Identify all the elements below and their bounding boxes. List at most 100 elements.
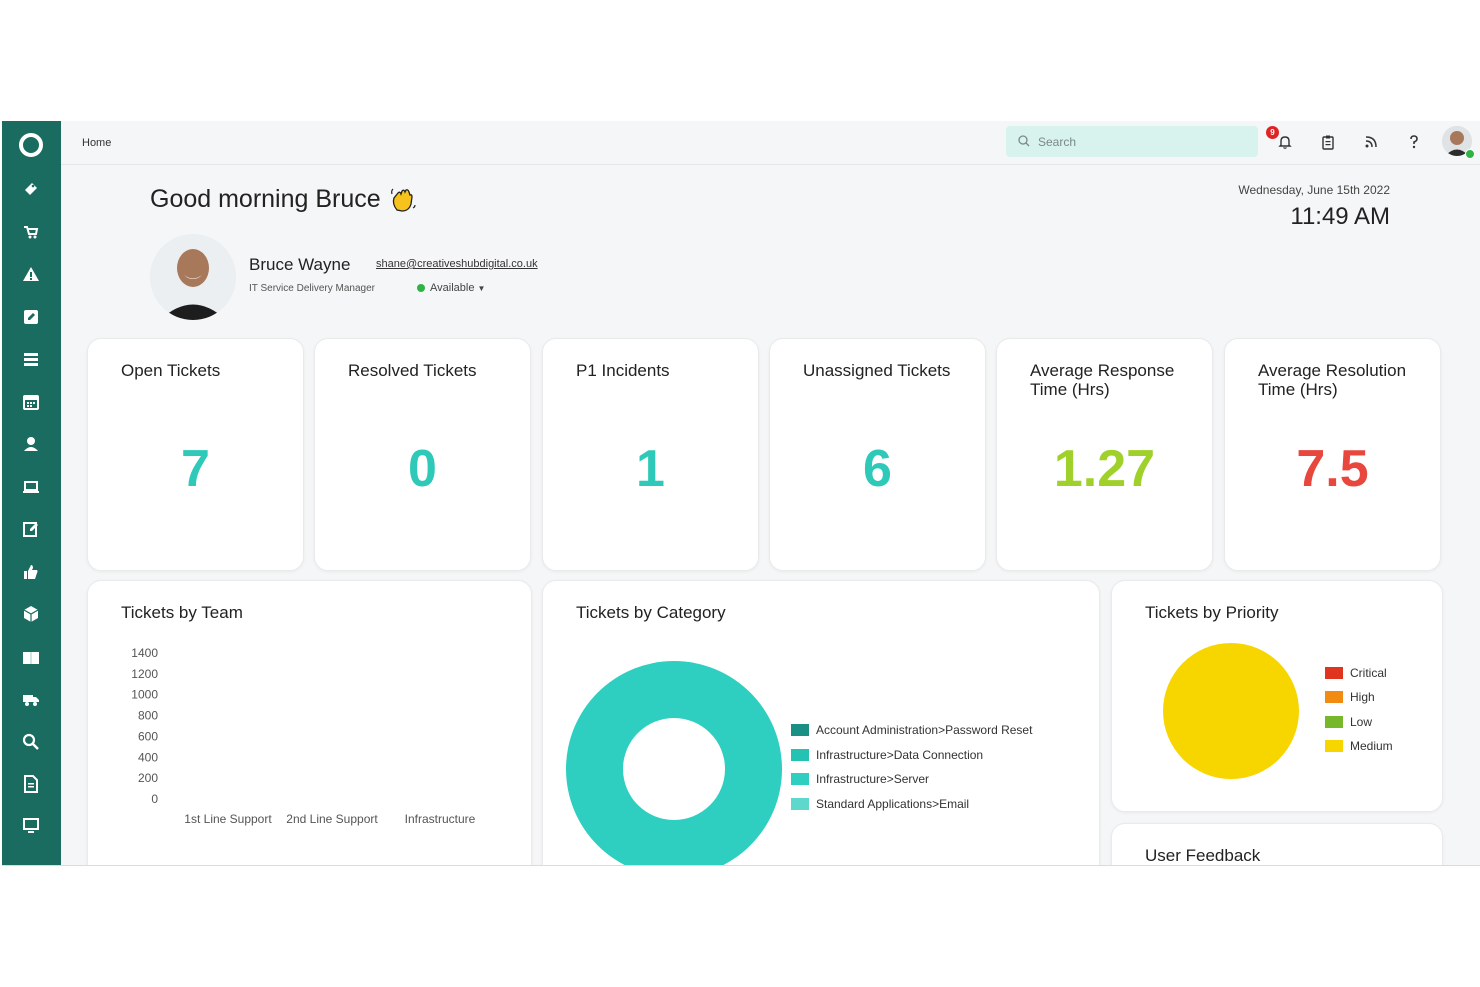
sidebar-item-calendar[interactable] bbox=[16, 389, 46, 415]
stat-value: 1 bbox=[636, 440, 665, 498]
y-tick-label: 600 bbox=[138, 729, 158, 743]
rss-icon bbox=[1365, 136, 1377, 148]
logo-icon[interactable] bbox=[19, 133, 43, 157]
panel-title: User Feedback bbox=[1145, 846, 1261, 865]
legend-item[interactable]: High bbox=[1325, 690, 1375, 704]
y-tick-label: 400 bbox=[138, 750, 158, 764]
legend-item[interactable]: Medium bbox=[1325, 739, 1393, 753]
waving-hand-icon bbox=[390, 188, 416, 212]
stat-value: 7 bbox=[181, 440, 210, 498]
stat-card-avg-response-time[interactable]: Average Response Time (Hrs) 1.27 bbox=[996, 338, 1213, 571]
profile-avatar[interactable] bbox=[150, 234, 236, 320]
bell-icon bbox=[1278, 136, 1292, 149]
legend-label: Critical bbox=[1350, 666, 1387, 680]
sidebar-item-reports[interactable] bbox=[16, 771, 46, 797]
current-time: 11:49 AM bbox=[1290, 203, 1390, 230]
search-icon bbox=[22, 733, 39, 750]
warning-icon bbox=[23, 267, 39, 281]
y-tick-label: 800 bbox=[138, 709, 158, 723]
header-avatar[interactable] bbox=[1442, 126, 1472, 156]
user-icon bbox=[24, 437, 38, 451]
sidebar-item-feedback[interactable] bbox=[16, 559, 46, 585]
stat-card-p1-incidents[interactable]: P1 Incidents 1 bbox=[542, 338, 759, 571]
sidebar-item-lists[interactable] bbox=[16, 346, 46, 372]
sidebar-item-cart[interactable] bbox=[16, 219, 46, 245]
availability-dropdown[interactable]: Available ▼ bbox=[417, 282, 485, 294]
sidebar-item-problems[interactable] bbox=[16, 261, 46, 287]
legend-item[interactable]: Infrastructure>Server bbox=[791, 772, 929, 786]
calendar-icon bbox=[23, 395, 39, 410]
breadcrumb[interactable]: Home bbox=[82, 137, 112, 149]
donut-hole bbox=[623, 718, 725, 820]
stat-card-avg-resolution-time[interactable]: Average Resolution Time (Hrs) 7.5 bbox=[1224, 338, 1441, 571]
legend-swatch bbox=[1325, 715, 1343, 728]
legend-swatch bbox=[1325, 667, 1343, 679]
sidebar-item-knowledge[interactable] bbox=[16, 644, 46, 670]
sidebar-item-suppliers[interactable] bbox=[16, 686, 46, 712]
package-icon bbox=[23, 606, 39, 622]
legend-item[interactable]: Critical bbox=[1325, 666, 1387, 680]
search-icon bbox=[1018, 135, 1030, 147]
stat-title: Average Response Time (Hrs) bbox=[1030, 361, 1175, 399]
x-tick-label: 2nd Line Support bbox=[286, 812, 378, 826]
panel-tickets-by-category: Tickets by Category Account Administrati… bbox=[542, 580, 1100, 865]
truck-icon bbox=[23, 695, 39, 706]
stat-value: 6 bbox=[863, 440, 892, 498]
stat-title: Resolved Tickets bbox=[348, 361, 477, 380]
search-box[interactable] bbox=[1006, 126, 1258, 157]
legend-swatch bbox=[1325, 739, 1343, 752]
panel-title: Tickets by Team bbox=[121, 603, 243, 622]
monitor-icon bbox=[23, 818, 39, 833]
stat-value: 1.27 bbox=[1053, 440, 1156, 498]
stat-card-open-tickets[interactable]: Open Tickets 7 bbox=[87, 338, 304, 571]
sidebar-item-assets[interactable] bbox=[16, 474, 46, 500]
legend-item[interactable]: Standard Applications>Email bbox=[791, 797, 969, 811]
help-button[interactable] bbox=[1404, 132, 1424, 152]
book-icon bbox=[23, 652, 39, 664]
notification-badge: 9 bbox=[1266, 126, 1279, 139]
x-tick-label: 1st Line Support bbox=[184, 812, 272, 826]
notifications-button[interactable] bbox=[1275, 132, 1295, 152]
panel-user-feedback: User Feedback bbox=[1111, 823, 1443, 865]
current-date: Wednesday, June 15th 2022 bbox=[1238, 183, 1390, 197]
legend-label: Infrastructure>Server bbox=[816, 772, 930, 786]
legend-swatch bbox=[791, 724, 809, 736]
legend-item[interactable]: Low bbox=[1325, 715, 1372, 729]
online-status-dot bbox=[1465, 149, 1475, 159]
sidebar-item-search[interactable] bbox=[16, 729, 46, 755]
legend-label: Standard Applications>Email bbox=[816, 796, 970, 811]
legend-swatch bbox=[791, 773, 809, 785]
legend-item[interactable]: Infrastructure>Data Connection bbox=[791, 748, 983, 762]
sidebar-item-packages[interactable] bbox=[16, 601, 46, 627]
legend-swatch bbox=[791, 748, 809, 761]
sidebar-item-changes[interactable] bbox=[16, 304, 46, 330]
y-tick-label: 200 bbox=[138, 771, 158, 785]
stat-card-resolved-tickets[interactable]: Resolved Tickets 0 bbox=[314, 338, 531, 571]
legend-swatch bbox=[1325, 691, 1343, 704]
edit-icon bbox=[24, 310, 38, 324]
team-bar-chart: 1400 1200 1000 800 600 400 200 0 1st Line Suppor… bbox=[131, 646, 475, 826]
stat-card-unassigned-tickets[interactable]: Unassigned Tickets 6 bbox=[769, 338, 986, 571]
sidebar-item-notes[interactable] bbox=[16, 516, 46, 542]
feed-button[interactable] bbox=[1361, 132, 1381, 152]
search-input[interactable] bbox=[1038, 132, 1238, 152]
panel-title: Tickets by Category bbox=[576, 603, 726, 622]
tasks-button[interactable] bbox=[1318, 132, 1338, 152]
sidebar-item-users[interactable] bbox=[16, 431, 46, 457]
y-tick-label: 0 bbox=[151, 792, 158, 806]
legend-item[interactable]: Account Administration>Password Reset bbox=[791, 723, 1032, 737]
caret-down-icon: ▼ bbox=[477, 283, 486, 293]
panel-title: Tickets by Priority bbox=[1145, 603, 1279, 622]
user-email-link[interactable]: shane@creativeshubdigital.co.uk bbox=[376, 258, 538, 270]
stat-value: 0 bbox=[408, 440, 437, 498]
legend-label: Low bbox=[1350, 714, 1373, 729]
stat-value: 7.5 bbox=[1296, 440, 1369, 498]
sidebar-item-tickets[interactable] bbox=[16, 176, 46, 202]
sidebar-item-portal[interactable] bbox=[16, 813, 46, 839]
greeting: Good morning Bruce bbox=[150, 185, 417, 214]
pie-slice[interactable] bbox=[1163, 643, 1299, 779]
availability-label: Available bbox=[430, 282, 475, 294]
legend-label: Account Administration>Password Reset bbox=[816, 723, 1033, 737]
y-tick-label: 1400 bbox=[131, 646, 158, 660]
greeting-text: Good morning Bruce bbox=[150, 185, 381, 213]
